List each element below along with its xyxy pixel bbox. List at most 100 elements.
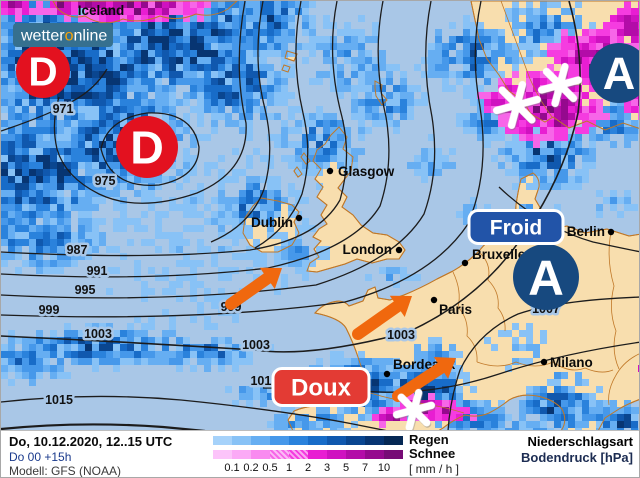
precip-cell	[57, 141, 64, 148]
precip-cell	[211, 211, 218, 218]
isobar-line	[498, 186, 639, 253]
precip-cell	[589, 393, 596, 400]
precip-cell	[22, 197, 29, 204]
precip-cell	[71, 204, 78, 211]
precip-cell	[260, 85, 267, 92]
precip-cell	[547, 414, 554, 421]
precip-cell	[218, 50, 225, 57]
precip-cell	[36, 141, 43, 148]
precip-cell	[211, 99, 218, 106]
precip-cell	[372, 120, 379, 127]
precip-cell	[127, 344, 134, 351]
precip-cell	[99, 344, 106, 351]
precip-cell	[540, 78, 547, 85]
precip-cell	[162, 8, 169, 15]
precip-cell	[225, 204, 232, 211]
precip-cell	[372, 36, 379, 43]
precip-cell	[379, 379, 386, 386]
precip-cell	[239, 85, 246, 92]
precip-cell	[1, 78, 8, 85]
precip-cell	[246, 183, 253, 190]
precip-cell	[456, 71, 463, 78]
precip-cell	[281, 50, 288, 57]
precip-cell	[1, 190, 8, 197]
precip-cell	[344, 148, 351, 155]
precip-cell	[190, 141, 197, 148]
precip-cell	[85, 246, 92, 253]
precip-cell	[463, 22, 470, 29]
precip-cell	[113, 29, 120, 36]
precip-cell	[134, 36, 141, 43]
precip-cell	[603, 407, 610, 414]
precip-cell	[204, 204, 211, 211]
precip-cell	[162, 330, 169, 337]
precip-cell	[225, 36, 232, 43]
precip-cell	[120, 50, 127, 57]
precip-cell	[260, 204, 267, 211]
precip-cell	[176, 232, 183, 239]
precip-cell	[190, 71, 197, 78]
precip-cell	[281, 232, 288, 239]
precip-cell	[547, 127, 554, 134]
precip-cell	[533, 36, 540, 43]
precip-cell	[561, 183, 568, 190]
precip-cell	[36, 330, 43, 337]
precip-cell	[414, 155, 421, 162]
precip-cell	[64, 120, 71, 127]
legend-segment	[346, 436, 365, 445]
precip-cell	[631, 204, 638, 211]
precip-cell	[204, 29, 211, 36]
precip-cell	[617, 15, 624, 22]
precip-cell	[127, 78, 134, 85]
precip-cell	[484, 36, 491, 43]
precip-cell	[463, 43, 470, 50]
precip-cell	[400, 372, 407, 379]
precip-cell	[610, 29, 617, 36]
precip-cell	[120, 1, 127, 8]
precip-cell	[547, 22, 554, 29]
precip-cell	[50, 204, 57, 211]
precip-cell	[281, 134, 288, 141]
precip-cell	[316, 43, 323, 50]
precip-cell	[183, 36, 190, 43]
precip-cell	[253, 92, 260, 99]
precip-cell	[547, 64, 554, 71]
precip-cell	[71, 197, 78, 204]
precip-cell	[512, 169, 519, 176]
precip-cell	[120, 330, 127, 337]
precip-cell	[351, 71, 358, 78]
isobar-label: 995	[75, 283, 96, 297]
precip-cell	[148, 57, 155, 64]
precip-cell	[57, 92, 64, 99]
precip-cell	[484, 414, 491, 421]
precip-cell	[582, 113, 589, 120]
isobar-line	[254, 1, 309, 249]
precip-cell	[253, 379, 260, 386]
precip-cell	[260, 8, 267, 15]
precip-cell	[50, 372, 57, 379]
precip-cell	[533, 421, 540, 428]
precip-cell	[15, 99, 22, 106]
precip-cell	[344, 127, 351, 134]
precip-cell	[239, 113, 246, 120]
precip-cell	[218, 197, 225, 204]
precip-cell	[99, 85, 106, 92]
precip-cell	[239, 57, 246, 64]
precip-cell	[267, 50, 274, 57]
precip-cell	[575, 36, 582, 43]
precip-cell	[316, 113, 323, 120]
precip-cell	[505, 148, 512, 155]
precip-cell	[22, 1, 29, 8]
precip-cell	[78, 127, 85, 134]
precip-cell	[190, 169, 197, 176]
precip-cell	[71, 190, 78, 197]
precip-cell	[358, 113, 365, 120]
precip-cell	[71, 1, 78, 8]
precip-cell	[78, 64, 85, 71]
precip-cell	[519, 36, 526, 43]
precip-cell	[99, 218, 106, 225]
precip-cell	[155, 78, 162, 85]
precip-cell	[470, 407, 477, 414]
precip-cell	[225, 85, 232, 92]
precip-cell	[540, 428, 547, 431]
